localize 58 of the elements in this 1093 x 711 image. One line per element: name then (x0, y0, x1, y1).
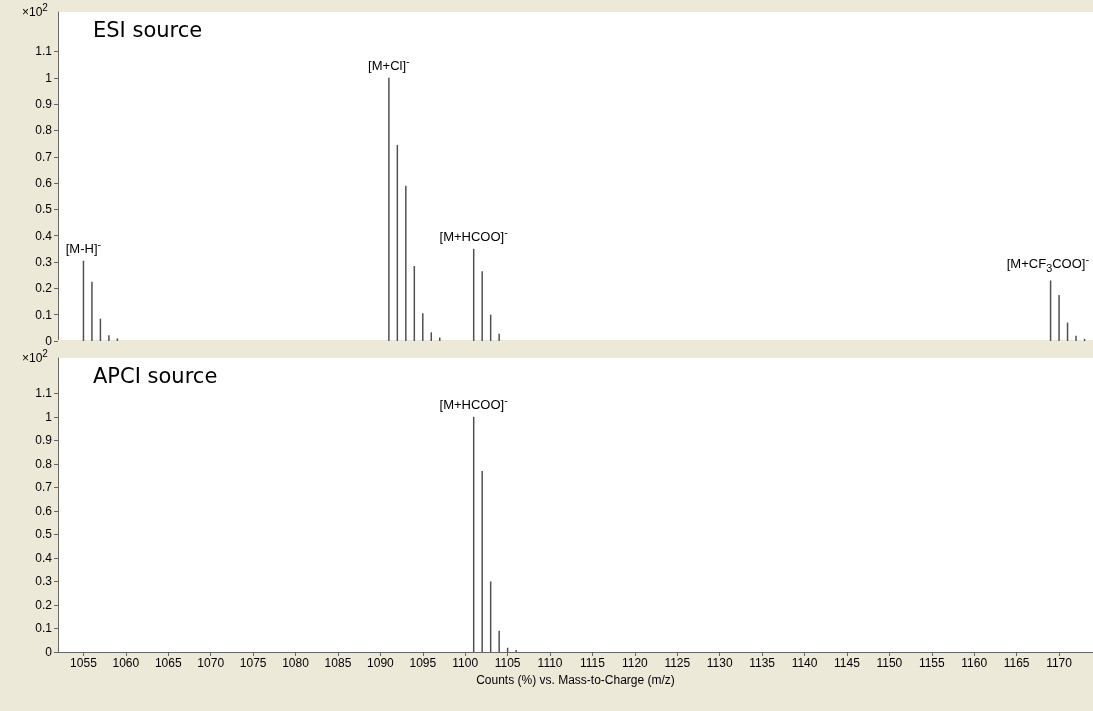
chart-title: ESI source (93, 17, 203, 42)
x-tick-label: 1055 (70, 656, 98, 670)
x-tick-label: 1160 (961, 656, 988, 670)
x-tick-label: 1060 (112, 656, 140, 670)
y-tick-label: 0.2 (35, 281, 53, 296)
x-tick-label: 1150 (876, 656, 903, 670)
annotation: [M+HCOO]$^{-}$ (439, 392, 508, 413)
x-tick-label: 1105 (494, 656, 521, 670)
x-tick-label: 1065 (154, 656, 182, 670)
y-tick-label: 0.1 (35, 621, 53, 636)
y-tick-label: 1.1 (35, 386, 53, 401)
annotation: [M+HCOO]$^{-}$ (439, 224, 508, 245)
y-axis-title: ×10$^{2}$ (22, 348, 48, 365)
y-tick-label: 0.5 (35, 527, 53, 542)
y-tick-label: 0.6 (35, 176, 53, 191)
y-tick-label: 0.1 (35, 307, 53, 322)
x-tick-label: 1120 (621, 656, 649, 670)
y-tick-label: 0 (45, 645, 53, 659)
x-tick-label: 1095 (409, 656, 437, 670)
y-tick-label: 0.4 (35, 550, 53, 565)
x-tick-label: 1130 (706, 656, 733, 670)
y-tick-label: 1 (45, 70, 53, 85)
x-tick-label: 1165 (1003, 656, 1030, 670)
x-tick-label: 1115 (580, 656, 606, 670)
x-axis-title: Counts (%) vs. Mass-to-Charge (m/z) (476, 672, 675, 687)
y-tick-label: 0.9 (35, 97, 53, 112)
y-tick-label: 1.1 (35, 44, 53, 59)
y-tick-label: 1 (45, 409, 53, 424)
annotation: [M+CF$_{3}$COO]$^{-}$ (1006, 252, 1089, 277)
y-tick-label: 0.7 (35, 149, 53, 164)
annotation: [M+Cl]$^{-}$ (368, 53, 410, 74)
x-tick-label: 1080 (282, 656, 310, 670)
x-tick-label: 1085 (324, 656, 352, 670)
y-tick-label: 0.2 (35, 597, 53, 612)
x-tick-label: 1140 (791, 656, 818, 670)
x-tick-label: 1100 (452, 656, 479, 670)
y-tick-label: 0.8 (35, 123, 53, 138)
y-tick-label: 0.4 (35, 228, 53, 243)
y-tick-label: 0.3 (35, 574, 53, 589)
y-tick-label: 0.9 (35, 433, 53, 448)
x-tick-label: 1155 (918, 656, 946, 670)
x-tick-label: 1075 (239, 656, 267, 670)
y-tick-label: 0.3 (35, 255, 53, 270)
x-tick-label: 1070 (197, 656, 225, 670)
y-tick-label: 0.5 (35, 202, 53, 217)
y-tick-label: 0.6 (35, 503, 53, 518)
x-tick-label: 1125 (664, 656, 691, 670)
x-tick-label: 1145 (834, 656, 861, 670)
y-tick-label: 0.8 (35, 456, 53, 471)
x-tick-label: 1170 (1046, 656, 1073, 670)
y-tick-label: 0 (45, 334, 53, 348)
x-tick-label: 1090 (367, 656, 395, 670)
annotation: [M-H]$^{-}$ (65, 236, 102, 257)
x-tick-label: 1135 (749, 656, 776, 670)
x-tick-label: 1110 (537, 656, 563, 670)
y-tick-label: 0.7 (35, 480, 53, 495)
y-axis-title: ×10$^{2}$ (22, 1, 48, 20)
chart-title: APCI source (93, 363, 218, 388)
